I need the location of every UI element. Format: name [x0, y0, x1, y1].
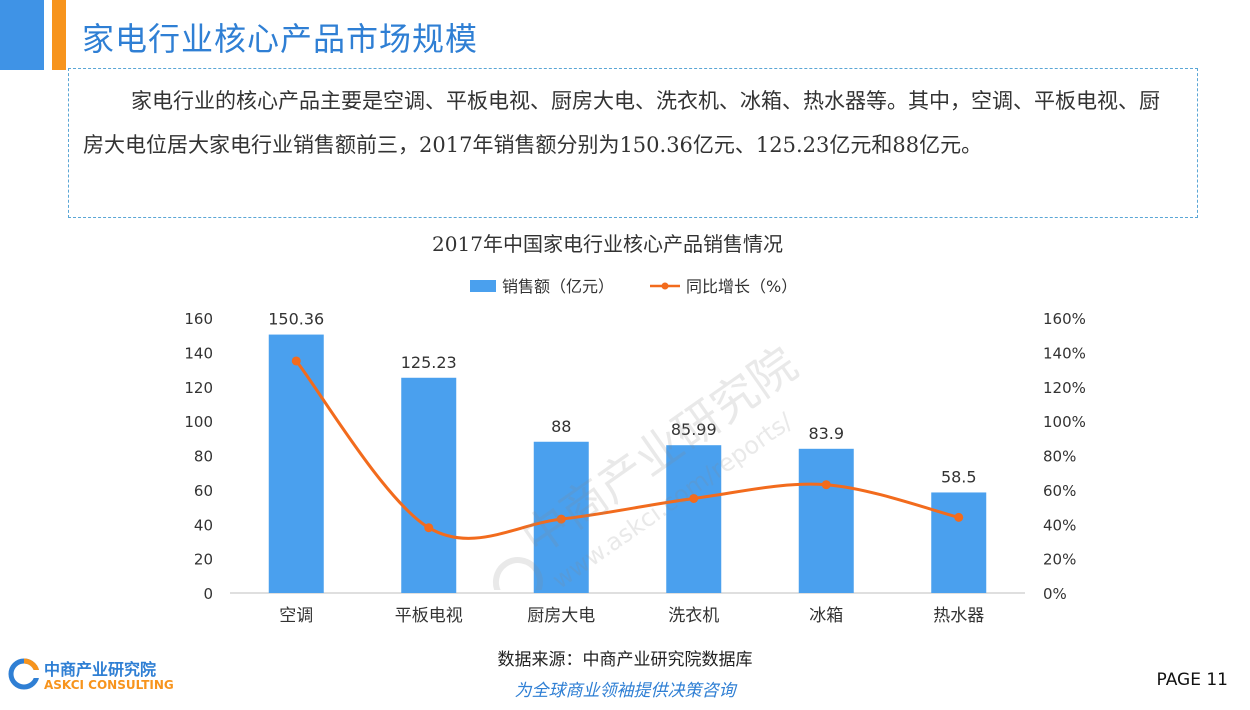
growth-point	[424, 523, 434, 533]
growth-point	[291, 356, 301, 366]
y-right-tick-label: 160%	[1043, 310, 1086, 328]
page-number: PAGE 11	[1156, 670, 1228, 690]
bar	[931, 492, 987, 593]
y-right-tick-label: 100%	[1043, 413, 1086, 431]
y-right-tick-label: 40%	[1043, 516, 1076, 534]
footer-slogan: 为全球商业领袖提供决策咨询	[514, 681, 736, 701]
growth-point	[689, 493, 699, 503]
bar	[798, 448, 854, 593]
page-title: 家电行业核心产品市场规模	[82, 20, 479, 58]
x-tick-label: 平板电视	[395, 606, 463, 626]
y-right-tick-label: 20%	[1043, 551, 1076, 569]
y-left-tick-label: 0	[203, 585, 213, 603]
growth-point	[954, 512, 964, 522]
x-tick-label: 厨房大电	[527, 606, 595, 626]
logo-text-cn: 中商产业研究院	[44, 660, 157, 679]
legend-swatch-bar	[470, 280, 496, 292]
logo-text-en: ASKCI CONSULTING	[44, 678, 174, 692]
legend-label-line: 同比增长（%）	[686, 277, 797, 296]
bar	[268, 334, 324, 593]
bar-data-label: 83.9	[808, 424, 844, 443]
bar	[401, 377, 457, 593]
bar-data-label: 88	[551, 417, 571, 436]
company-logo: 中商产业研究院 ASKCI CONSULTING	[8, 656, 178, 702]
growth-point	[821, 480, 831, 490]
y-right-tick-label: 0%	[1043, 585, 1067, 603]
data-source: 数据来源：中商产业研究院数据库	[497, 650, 753, 670]
y-right-tick-label: 60%	[1043, 482, 1076, 500]
askci-logo-icon	[8, 658, 40, 690]
x-tick-label: 洗衣机	[668, 606, 719, 626]
growth-line	[295, 360, 960, 540]
legend-swatch-marker	[661, 282, 669, 290]
bar-data-label: 150.36	[268, 310, 324, 329]
bar-data-label: 125.23	[401, 353, 457, 372]
y-right-tick-label: 140%	[1043, 344, 1086, 362]
legend-label-bar: 销售额（亿元）	[502, 277, 614, 296]
header-accent-orange	[52, 0, 66, 70]
chart-title: 2017年中国家电行业核心产品销售情况	[432, 232, 783, 256]
y-left-tick-label: 60	[194, 482, 213, 500]
bar-data-label: 58.5	[941, 467, 977, 486]
y-right-tick-label: 120%	[1043, 379, 1086, 397]
y-left-tick-label: 80	[194, 448, 213, 466]
y-left-tick-label: 140	[184, 344, 213, 362]
y-left-tick-label: 100	[184, 413, 213, 431]
growth-point	[556, 514, 566, 524]
y-right-tick-label: 80%	[1043, 448, 1076, 466]
bar-data-label: 85.99	[671, 420, 717, 439]
header-accent-blue	[0, 0, 44, 70]
y-left-tick-label: 120	[184, 379, 213, 397]
intro-box: 家电行业的核心产品主要是空调、平板电视、厨房大电、洗衣机、冰箱、热水器等。其中，…	[68, 68, 1198, 218]
x-tick-label: 热水器	[933, 606, 984, 626]
x-tick-label: 冰箱	[809, 606, 843, 626]
y-left-tick-label: 40	[194, 516, 213, 534]
bar	[666, 445, 722, 593]
x-tick-label: 空调	[279, 606, 313, 626]
intro-text: 家电行业的核心产品主要是空调、平板电视、厨房大电、洗衣机、冰箱、热水器等。其中，…	[83, 89, 1160, 157]
y-left-tick-label: 20	[194, 551, 213, 569]
y-left-tick-label: 160	[184, 310, 213, 328]
